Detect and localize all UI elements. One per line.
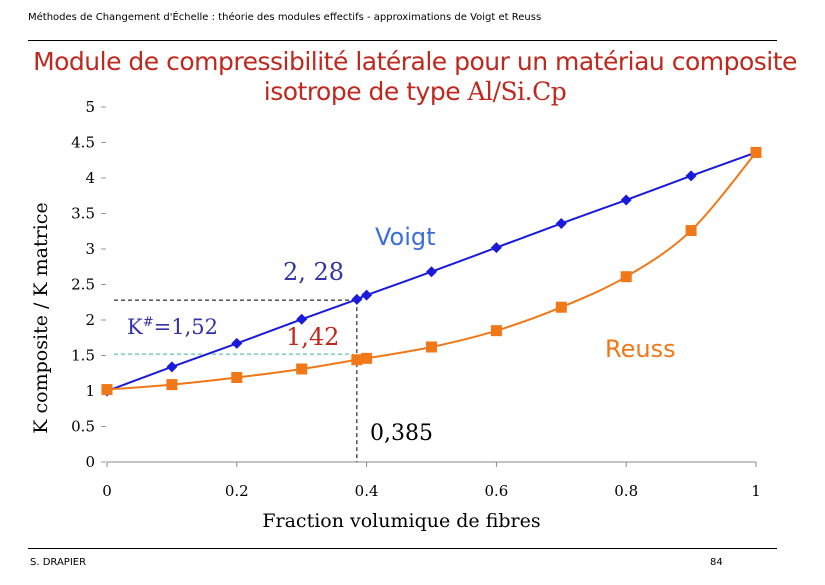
chart-annotations: Voigt Reuss 2, 28 1,42 0,385 K#=1,52 [127,223,676,446]
x-axis-label: Fraction volumique de fibres [262,510,540,532]
data-point-voigt [555,217,567,229]
data-point-reuss [426,341,437,353]
y-tick-label: 0.5 [71,418,95,436]
data-point-voigt [231,337,243,349]
footer-page-number: 84 [710,557,723,568]
y-tick-label: 4.5 [71,134,95,152]
y-tick-label: 1.5 [71,347,95,365]
y-axis-label: K composite / K matrice [30,202,52,433]
footer-author: S. DRAPIER [30,557,87,568]
x-tick-label: 0.6 [484,482,508,500]
x-tick-label: 0.2 [225,482,249,500]
chart-title-line2: isotrope de type Al/Si.Cp [0,77,825,107]
series-line-voigt [106,151,757,392]
data-point-voigt [620,194,632,206]
value-2-28-label: 2, 28 [283,258,344,286]
value-0-385-label: 0,385 [370,421,433,446]
y-tick-label: 1 [85,382,95,400]
footer-rule [28,548,777,549]
y-tick-label: 3 [85,240,95,258]
data-point-voigt [426,266,437,278]
y-tick-label: 5 [85,98,95,116]
chart-title-formula: Al/Si.Cp [467,77,567,106]
value-1-42-label: 1,42 [286,323,339,351]
chart-guides [114,299,358,462]
x-tick-label: 1 [751,482,761,500]
data-point-voigt [166,361,178,373]
data-point-reuss [685,225,697,237]
data-point-reuss [750,146,762,158]
y-tick-label: 2 [85,311,95,329]
k-sharp-label: K#=1,52 [127,315,218,339]
reuss-label: Reuss [605,335,676,363]
data-point-reuss [231,372,243,384]
y-tick-label: 2.5 [71,276,95,294]
x-tick-label: 0 [102,482,112,500]
data-point-voigt [351,293,363,305]
data-point-voigt [296,313,308,325]
chart-axes: 0 0.5 1 1.5 2 2.5 3 3.5 4 4.5 5 0 0.2 0.4 0.6 0.8 1 Fract… [30,98,761,532]
y-tick-label: 4 [85,169,95,187]
chart-series [101,146,762,397]
y-tick-label: 3.5 [71,205,95,223]
data-point-reuss [296,363,308,375]
data-point-voigt [685,170,697,182]
x-tick-label: 0.4 [355,482,379,500]
series-line-reuss [106,151,757,391]
data-point-voigt [361,289,373,301]
data-point-reuss [351,354,363,366]
data-point-reuss [490,325,502,337]
data-point-reuss [101,384,113,396]
data-point-reuss [166,379,178,391]
y-tick-label: 0 [85,453,95,471]
header-text: Méthodes de Changement d'Échelle : théor… [28,12,542,23]
chart-title-line2-text: isotrope de type [263,77,461,106]
chart-title-line1: Module de compressibilité latérale pour … [33,47,797,76]
data-point-reuss [620,271,632,283]
data-point-reuss [555,301,567,313]
data-point-reuss [361,352,373,364]
x-tick-label: 0.8 [614,482,638,500]
voigt-label: Voigt [375,223,436,251]
header-rule [28,40,777,41]
data-point-voigt [490,242,502,254]
